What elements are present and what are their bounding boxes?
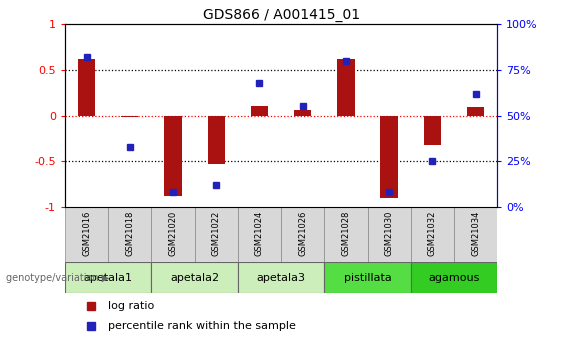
Text: GSM21030: GSM21030 [385, 211, 394, 256]
Bar [281, 207, 324, 262]
Bar [108, 207, 151, 262]
Bar [324, 262, 411, 293]
Bar [65, 207, 108, 262]
Text: GSM21016: GSM21016 [82, 211, 91, 256]
Bar [294, 110, 311, 116]
Bar [337, 59, 355, 116]
Bar [424, 116, 441, 145]
Bar [151, 262, 238, 293]
Text: apetala2: apetala2 [170, 273, 219, 283]
Text: GSM21018: GSM21018 [125, 211, 134, 256]
Bar [164, 116, 182, 196]
Bar [151, 207, 194, 262]
Bar [238, 207, 281, 262]
Bar [78, 59, 95, 116]
Title: GDS866 / A001415_01: GDS866 / A001415_01 [202, 8, 360, 22]
Text: genotype/variation ▶: genotype/variation ▶ [6, 273, 109, 283]
Text: GSM21020: GSM21020 [168, 211, 177, 256]
Bar [411, 262, 497, 293]
Text: GSM21024: GSM21024 [255, 211, 264, 256]
Bar [65, 262, 151, 293]
Bar [238, 262, 324, 293]
Text: apetala1: apetala1 [84, 273, 133, 283]
Text: apetala3: apetala3 [257, 273, 306, 283]
Text: GSM21034: GSM21034 [471, 211, 480, 256]
Text: GSM21028: GSM21028 [341, 211, 350, 256]
Text: GSM21026: GSM21026 [298, 211, 307, 256]
Bar [367, 207, 411, 262]
Bar [207, 116, 225, 164]
Bar [251, 106, 268, 116]
Text: GSM21022: GSM21022 [212, 211, 221, 256]
Bar [194, 207, 238, 262]
Text: pistillata: pistillata [344, 273, 392, 283]
Text: agamous: agamous [428, 273, 480, 283]
Text: percentile rank within the sample: percentile rank within the sample [108, 321, 296, 331]
Bar [380, 116, 398, 198]
Text: GSM21032: GSM21032 [428, 211, 437, 256]
Bar [454, 207, 497, 262]
Text: log ratio: log ratio [108, 301, 154, 311]
Bar [467, 107, 484, 116]
Bar [324, 207, 368, 262]
Bar [121, 116, 138, 117]
Bar [411, 207, 454, 262]
